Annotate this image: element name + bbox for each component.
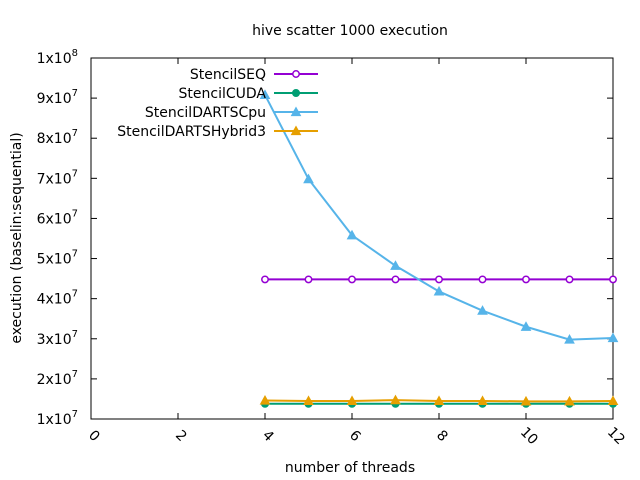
data-point [259,395,271,405]
y-tick-label: 4x107 [37,289,78,308]
y-tick-label: 3x107 [37,329,78,348]
x-tick-label: 12 [604,424,628,448]
data-point [304,275,313,284]
series-stencilseq [261,275,617,284]
data-point [607,395,619,406]
data-point [433,395,445,406]
y-tick-label: 6x107 [37,208,78,227]
x-tick-label: 6 [346,427,364,445]
series-layer [259,89,619,408]
data-point [391,275,400,284]
data-point [390,394,401,405]
y-tick-label: 1x108 [37,48,78,67]
data-point [520,395,532,406]
x-axis-label: number of threads [285,460,415,476]
legend: StencilSEQ StencilCUDA StencilDARTSCpu Sten… [117,67,318,140]
x-tick-label: 4 [259,427,277,445]
legend-label: StencilDARTSCpu [145,105,266,121]
data-point [478,275,487,284]
y-axis: 1x107 2x107 3x107 4x107 5x107 6x107 7x107 8x107… [37,48,613,428]
y-tick-label: 8x107 [37,128,78,147]
data-point [348,275,356,284]
data-point [564,334,575,344]
data-point [477,395,488,406]
data-point [346,395,358,406]
series-stencildartscpu [259,89,619,344]
legend-item: StencilDARTSCpu [145,105,318,121]
legend-label: StencilSEQ [190,67,266,83]
x-tick-label: 8 [433,427,451,445]
data-point [290,125,302,136]
x-tick-label: 2 [172,427,190,445]
legend-label: StencilCUDA [179,86,267,102]
data-point [564,395,575,406]
y-tick-label: 7x107 [37,168,78,187]
data-point [477,305,488,315]
data-point [390,260,401,270]
legend-item: StencilDARTSHybrid3 [117,124,318,140]
y-tick-label: 1x107 [37,409,78,428]
data-point [433,285,445,296]
legend-item: StencilSEQ [190,67,318,83]
data-point [520,321,532,331]
data-point [292,70,300,78]
data-point [259,89,271,100]
chart-title: hive scatter 1000 execution [252,23,448,39]
data-point [522,275,530,284]
data-point [607,332,619,343]
data-point [290,106,302,117]
y-tick-label: 5x107 [37,249,78,268]
data-point [292,89,300,97]
data-point [303,395,314,406]
data-point [261,275,269,284]
y-tick-label: 9x107 [37,88,78,107]
data-point [565,275,574,284]
data-point [609,275,617,284]
legend-item: StencilCUDA [179,86,318,102]
data-point [435,275,443,284]
series-stencildartshybrid3 [259,394,619,406]
y-tick-label: 2x107 [37,369,78,388]
x-tick-label: 10 [517,424,541,448]
y-axis-label: execution (baselin:sequential) [9,132,25,343]
x-tick-label: 0 [85,427,103,445]
legend-label: StencilDARTSHybrid3 [117,124,266,140]
data-point [346,229,358,240]
data-point [303,173,314,184]
